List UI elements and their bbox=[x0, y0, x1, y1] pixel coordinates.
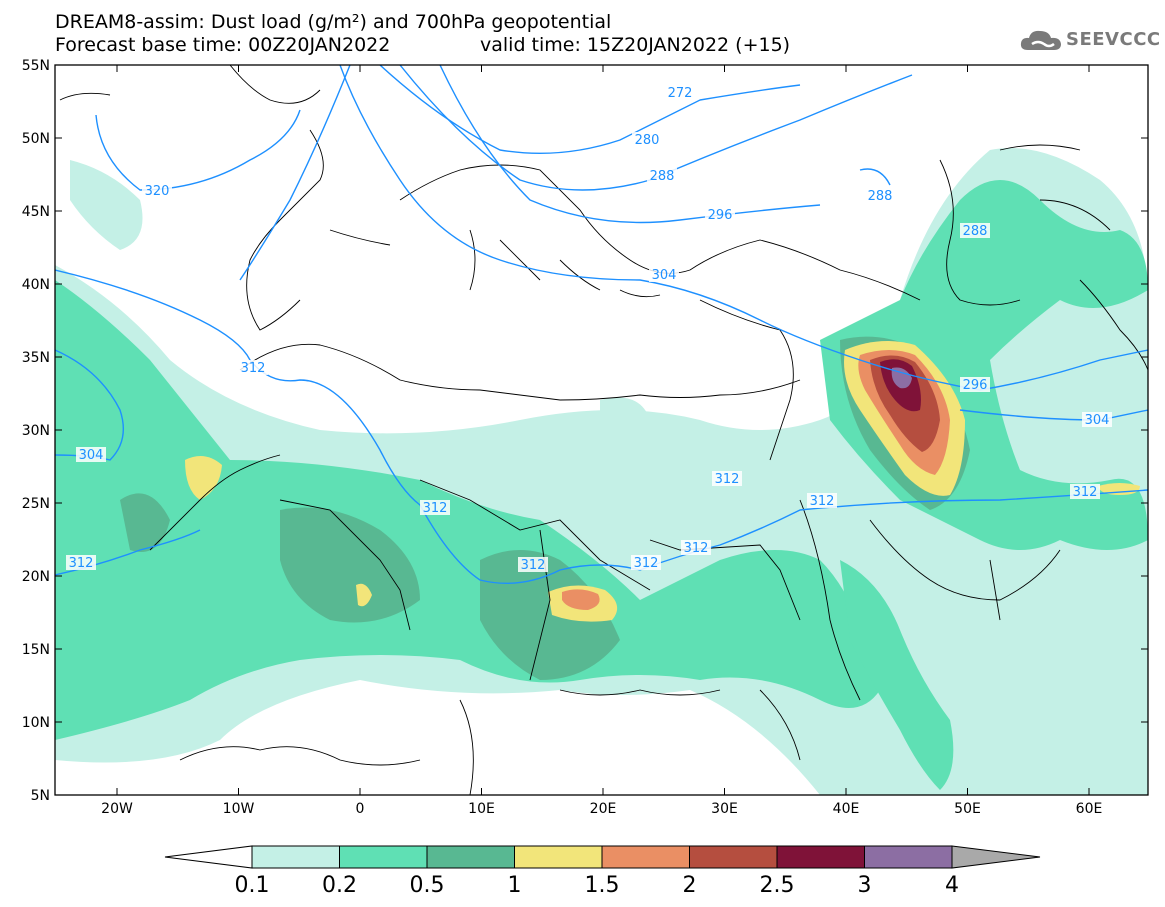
colorbar-label: 3 bbox=[857, 873, 872, 898]
valid-time: valid time: 15Z20JAN2022 (+15) bbox=[480, 34, 791, 56]
contour-label: 288 bbox=[963, 224, 988, 239]
lat-label: 25N bbox=[22, 496, 50, 512]
lat-label: 15N bbox=[22, 642, 50, 658]
contour-label: 280 bbox=[635, 133, 660, 148]
colorbar bbox=[164, 845, 1041, 869]
contour-label: 312 bbox=[810, 494, 835, 509]
lat-label: 35N bbox=[22, 350, 50, 366]
contour-label: 296 bbox=[708, 208, 733, 223]
colorbar-box bbox=[514, 845, 603, 869]
contour-label-bg bbox=[712, 471, 742, 486]
colorbar-min-triangle bbox=[164, 845, 253, 869]
seevccc-logo: SEEVCCC bbox=[1018, 26, 1160, 56]
lon-label: 60E bbox=[1076, 801, 1103, 817]
contour-label: 320 bbox=[145, 184, 170, 199]
contour-label: 296 bbox=[963, 378, 988, 393]
contour-label: 304 bbox=[1085, 413, 1110, 428]
contour-label: 288 bbox=[650, 169, 675, 184]
contour-label: 312 bbox=[69, 556, 94, 571]
contour-label-bg bbox=[1082, 412, 1112, 427]
contour-label: 312 bbox=[684, 541, 709, 556]
contour-label-bg bbox=[142, 183, 172, 198]
colorbar-label: 2 bbox=[682, 873, 697, 898]
contour-label-bg bbox=[632, 132, 662, 147]
contour-label: 312 bbox=[715, 472, 740, 487]
lat-label: 40N bbox=[22, 277, 50, 293]
colorbar-box bbox=[251, 845, 340, 869]
dust-purple-layer bbox=[891, 367, 912, 389]
colorbar-box bbox=[426, 845, 515, 869]
colorbar-box bbox=[601, 845, 690, 869]
contour-label-bg bbox=[1070, 484, 1100, 499]
lon-label: 50E bbox=[954, 801, 981, 817]
colorbar-label: 0.5 bbox=[409, 873, 445, 898]
lon-label: 20W bbox=[101, 801, 133, 817]
lon-label: 10W bbox=[223, 801, 255, 817]
lat-label: 50N bbox=[22, 131, 50, 147]
contour-label-bg bbox=[631, 555, 661, 570]
lat-label: 30N bbox=[22, 423, 50, 439]
contour-label-bg bbox=[807, 493, 837, 508]
forecast-base-time: Forecast base time: 00Z20JAN2022 bbox=[55, 34, 391, 56]
lat-label: 5N bbox=[31, 788, 50, 804]
longitude-axis: 20W 10W 0 10E 20E 30E 40E 50E 60E bbox=[101, 65, 1102, 817]
colorbar-label: 0.1 bbox=[234, 873, 270, 898]
contour-label-bg bbox=[649, 267, 679, 282]
lat-label: 55N bbox=[22, 58, 50, 74]
lon-label: 20E bbox=[590, 801, 617, 817]
contour-label-bg bbox=[420, 500, 450, 515]
contour-label: 312 bbox=[521, 558, 546, 573]
colorbar-label: 0.2 bbox=[322, 873, 357, 898]
lon-label: 30E bbox=[711, 801, 738, 817]
lon-label: 40E bbox=[833, 801, 860, 817]
contour-label-bg bbox=[66, 555, 96, 570]
contour-labels: 272 280 288 288 288 296 296 304 304 304 312 312 312 3… bbox=[66, 85, 1112, 573]
lon-label: 10E bbox=[468, 801, 495, 817]
dust-field bbox=[55, 65, 1148, 795]
contour-label-bg bbox=[76, 447, 106, 462]
contour-label-bg bbox=[865, 188, 895, 203]
contour-label: 312 bbox=[1073, 485, 1098, 500]
lat-label: 20N bbox=[22, 569, 50, 585]
contour-label: 312 bbox=[634, 556, 659, 571]
colorbar-max-triangle bbox=[951, 845, 1041, 869]
contour-label-bg bbox=[518, 557, 548, 572]
colorbar-label: 1.5 bbox=[584, 873, 620, 898]
latitude-axis: 55N 50N 45N 40N 35N 30N 25N 20N 15N 10N 5N bbox=[22, 58, 1148, 804]
map-title: DREAM8-assim: Dust load (g/m²) and 700hP… bbox=[55, 11, 612, 33]
colorbar-box bbox=[689, 845, 778, 869]
contour-label: 288 bbox=[868, 189, 893, 204]
contour-label: 312 bbox=[423, 501, 448, 516]
colorbar-box bbox=[776, 845, 865, 869]
colorbar-label: 4 bbox=[945, 873, 959, 898]
contour-label-bg bbox=[665, 85, 695, 100]
colorbar-box bbox=[864, 845, 953, 869]
lat-label: 10N bbox=[22, 715, 50, 731]
contour-label: 304 bbox=[652, 268, 677, 283]
contour-label: 304 bbox=[79, 448, 104, 463]
colorbar-box bbox=[339, 845, 428, 869]
colorbar-label: 2.5 bbox=[759, 873, 795, 898]
lat-label: 45N bbox=[22, 204, 50, 220]
contour-label: 312 bbox=[241, 361, 266, 376]
contour-label-bg bbox=[960, 223, 990, 238]
contour-label-bg bbox=[960, 377, 990, 392]
logo-text: SEEVCCC bbox=[1066, 29, 1161, 50]
colorbar-label: 1 bbox=[507, 873, 522, 898]
contour-label: 272 bbox=[668, 86, 693, 101]
contour-label-bg bbox=[647, 168, 677, 183]
contour-label-bg bbox=[705, 207, 735, 222]
contour-label-bg bbox=[238, 360, 268, 375]
lon-label: 0 bbox=[356, 801, 365, 817]
cloud-icon bbox=[1020, 30, 1061, 50]
country-borders bbox=[59, 65, 1148, 795]
contour-label-bg bbox=[681, 540, 711, 555]
